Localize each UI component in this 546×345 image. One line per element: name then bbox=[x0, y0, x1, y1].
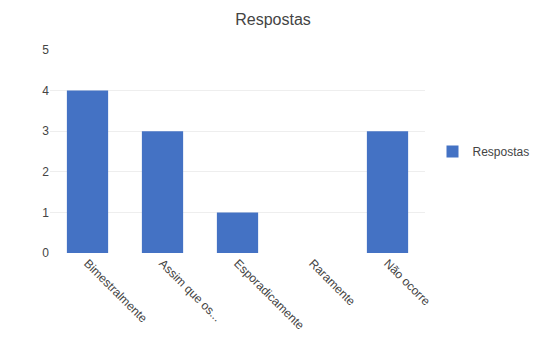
svg-text:1: 1 bbox=[42, 206, 49, 220]
svg-text:Respostas: Respostas bbox=[473, 145, 530, 159]
svg-text:2: 2 bbox=[42, 165, 49, 179]
svg-text:Respostas: Respostas bbox=[235, 11, 311, 28]
svg-text:Não ocorre: Não ocorre bbox=[381, 256, 433, 308]
svg-text:Esporadicamente: Esporadicamente bbox=[231, 256, 307, 332]
svg-text:Raramente: Raramente bbox=[306, 256, 358, 308]
svg-text:Assim que os...: Assim que os... bbox=[156, 256, 224, 324]
svg-text:5: 5 bbox=[42, 43, 49, 57]
svg-text:4: 4 bbox=[42, 84, 49, 98]
svg-text:3: 3 bbox=[42, 124, 49, 138]
svg-text:Bimestralmente: Bimestralmente bbox=[81, 256, 150, 325]
svg-text:0: 0 bbox=[42, 246, 49, 260]
